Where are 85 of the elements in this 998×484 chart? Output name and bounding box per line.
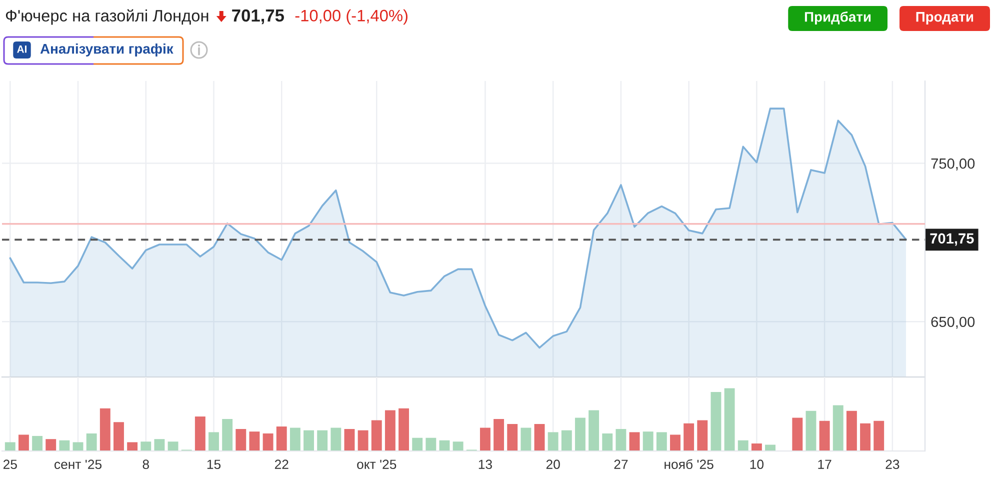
x-tick-label: 23: [886, 460, 900, 470]
text: -10,00 (-1,40%): [295, 9, 408, 25]
y-tick-label: 650,00: [931, 316, 975, 329]
bar: [18, 434, 29, 451]
bar: [452, 442, 464, 451]
bar: [262, 433, 274, 451]
text: Аналізувати графік: [40, 44, 174, 56]
bar: [507, 424, 518, 451]
bar: [846, 410, 857, 451]
ref-line-label: 701,75: [930, 233, 974, 246]
bar: [860, 423, 870, 451]
bar: [344, 429, 355, 451]
bar: [642, 432, 654, 451]
bar: [561, 430, 572, 451]
bar: [72, 442, 84, 451]
bar: [59, 440, 70, 451]
x-tick-label: нояб '25: [664, 459, 714, 470]
bar: [765, 444, 776, 451]
bar: [534, 424, 545, 451]
bar: [832, 405, 844, 451]
bar: [276, 426, 287, 451]
x-tick-label: 15: [207, 460, 221, 470]
bar: [249, 432, 260, 451]
bar: [222, 419, 233, 451]
bar: [100, 408, 110, 451]
x-tick-label: окт '25: [357, 460, 396, 470]
x-tick-label: 10: [750, 460, 764, 470]
bar: [290, 428, 300, 451]
x-tick-label: 8: [142, 460, 149, 470]
bar: [480, 428, 490, 451]
bar: [317, 430, 328, 451]
x-tick-label: 22: [274, 460, 288, 469]
bar: [684, 423, 694, 451]
bar: [575, 418, 586, 451]
bar: [358, 430, 368, 451]
bar: [140, 442, 152, 451]
bar: [46, 439, 56, 451]
x-tick-label: 25: [3, 460, 17, 470]
bar: [656, 432, 667, 451]
bar: [236, 429, 246, 451]
bar: [792, 418, 803, 451]
bar: [494, 419, 504, 451]
bar: [426, 438, 436, 451]
bar: [86, 433, 97, 451]
bar: [412, 438, 423, 451]
bar: [697, 420, 708, 451]
text: Продати: [916, 12, 974, 24]
bar: [384, 410, 396, 451]
bar: [724, 388, 735, 451]
bar: [710, 392, 722, 451]
bar: [806, 410, 816, 451]
bar: [548, 432, 558, 451]
bar: [304, 430, 314, 451]
text: Придбати: [804, 11, 871, 25]
bar: [194, 416, 206, 451]
bar: [208, 432, 219, 451]
bar: [588, 410, 600, 451]
chart-title: Ф'ючерс на газойлі Лондон: [6, 9, 208, 25]
bar: [398, 408, 409, 451]
bar: [330, 428, 342, 451]
bar: [439, 440, 450, 451]
y-tick-label: 750,00: [931, 158, 975, 170]
bar: [127, 442, 138, 451]
x-tick-label: 13: [478, 460, 492, 470]
bar: [616, 429, 626, 451]
text: AI: [17, 46, 27, 53]
text: 701,75: [232, 9, 284, 24]
bar: [168, 442, 178, 451]
bar: [819, 420, 830, 451]
bar: [32, 436, 43, 451]
bar: [629, 432, 640, 451]
bar: [670, 434, 680, 451]
x-tick-label: 20: [546, 460, 560, 470]
bar: [520, 428, 532, 451]
x-tick-label: 17: [818, 460, 832, 469]
bar: [874, 420, 884, 451]
bar: [114, 422, 124, 451]
bar: [4, 442, 16, 451]
bar: [154, 439, 165, 451]
x-tick-label: 27: [614, 460, 628, 469]
bar: [738, 440, 748, 451]
bar: [371, 420, 382, 451]
bar: [751, 443, 762, 451]
x-tick-label: сент '25: [54, 460, 102, 470]
bar: [602, 433, 613, 451]
